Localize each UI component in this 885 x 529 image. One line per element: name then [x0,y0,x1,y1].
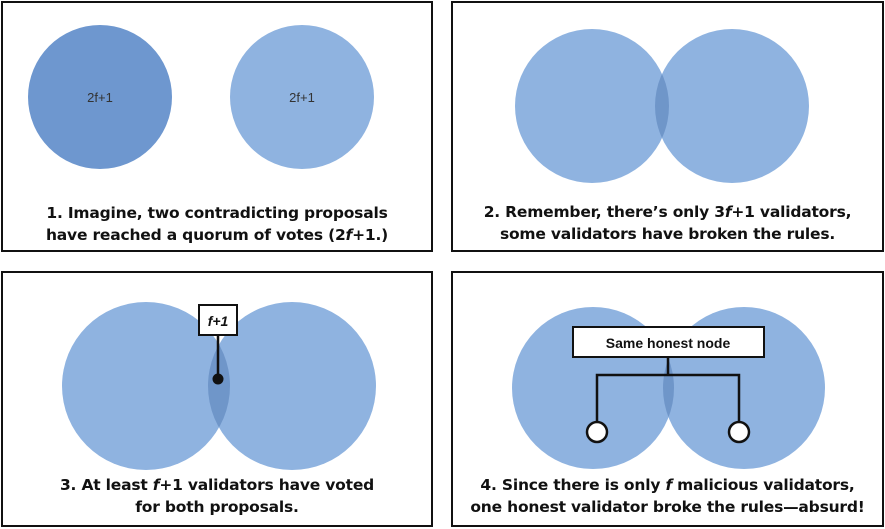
panel-4-caption-line-2: one honest validator broke the rules—abs… [470,498,865,516]
panel-2-caption-line-2: some validators have broken the rules. [499,225,836,243]
panel-2-caption-line-1: 2. Remember, there’s only 3f+1 validator… [483,203,852,221]
panel-4-diagram: Same honest node [512,307,825,469]
same-honest-node-box [572,326,765,358]
panel-3: f+1 3. At least f+1 validators have vote… [1,271,433,527]
panel-2: 2. Remember, there’s only 3f+1 validator… [451,1,884,252]
panel-1-caption-line-2: have reached a quorum of votes (2f+1.) [45,226,389,244]
right-proposal-circle [208,302,376,470]
panel-3-caption: 3. At least f+1 validators have voted fo… [3,474,431,518]
f-plus-1-box [198,304,238,336]
left-node-marker [585,420,609,444]
panel-3-diagram: f+1 [62,302,376,470]
pointer-dot [212,373,224,385]
left-proposal-circle [62,302,230,470]
left-quorum-circle [28,25,172,169]
panel-3-caption-line-2: for both proposals. [135,498,299,516]
panel-1-caption-line-1: 1. Imagine, two contradicting proposals [46,204,388,222]
f-plus-1-label: f+1 [208,313,229,329]
panel-4: Same honest node 4. Since there is only … [451,271,884,527]
panel-1: 2f+1 2f+1 1. Imagine, two contradicting … [1,1,433,252]
connector-bracket [595,373,741,422]
same-honest-node-label: Same honest node [606,335,731,351]
right-quorum-circle [230,25,374,169]
panel-1-caption: 1. Imagine, two contradicting proposals … [3,202,431,246]
right-proposal-circle [655,29,809,183]
right-node-marker [727,420,751,444]
left-proposal-circle [515,29,669,183]
panel-3-caption-line-1: 3. At least f+1 validators have voted [59,476,375,494]
panel-4-caption: 4. Since there is only f malicious valid… [453,474,882,518]
right-circle-label: 2f+1 [289,90,315,105]
panel-2-diagram [515,29,809,183]
panel-1-diagram: 2f+1 2f+1 [28,25,374,169]
panel-4-caption-line-1: 4. Since there is only f malicious valid… [480,476,855,494]
panel-2-caption: 2. Remember, there’s only 3f+1 validator… [453,201,882,245]
left-circle-label: 2f+1 [87,90,113,105]
